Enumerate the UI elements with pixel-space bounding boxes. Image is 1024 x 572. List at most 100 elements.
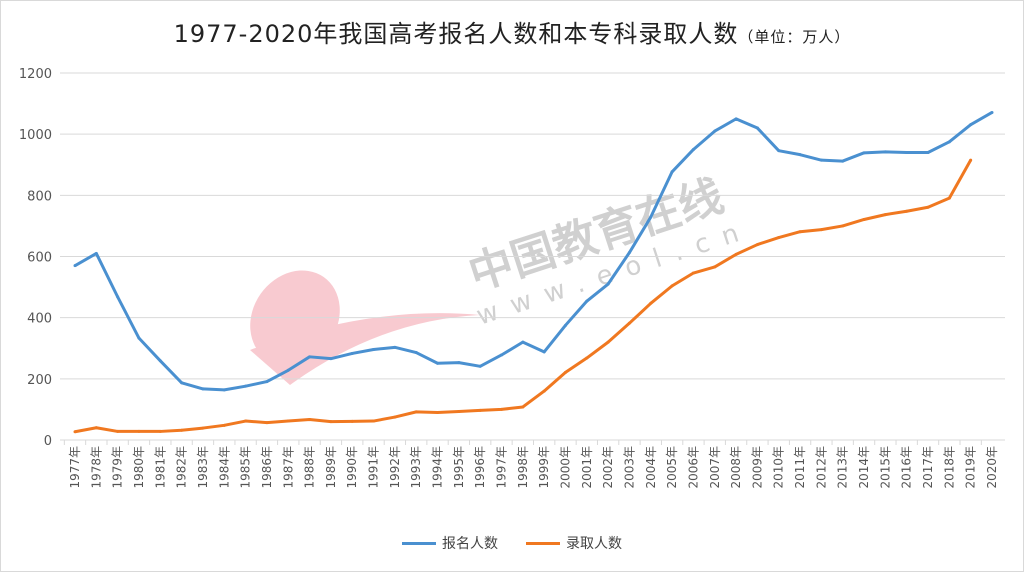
legend-swatch (526, 541, 560, 545)
x-tick-label: 1977年 (68, 446, 82, 489)
data-point (414, 410, 418, 414)
data-point (649, 215, 653, 219)
data-point (841, 224, 845, 228)
data-point (265, 380, 269, 384)
data-point (670, 284, 674, 288)
data-point (819, 158, 823, 162)
data-point (905, 151, 909, 155)
data-point (393, 345, 397, 349)
data-point (94, 251, 98, 255)
data-point (798, 153, 802, 157)
data-point (713, 129, 717, 133)
x-tick-label: 1994年 (431, 446, 445, 489)
x-tick-label: 1999年 (537, 446, 551, 489)
data-point (905, 209, 909, 213)
data-point (755, 243, 759, 247)
x-tick-label: 1988年 (303, 446, 317, 489)
data-point (542, 389, 546, 393)
data-point (585, 356, 589, 360)
data-point (158, 359, 162, 363)
data-point (606, 282, 610, 286)
data-point (734, 117, 738, 121)
x-tick-label: 1986年 (260, 446, 274, 489)
title-unit: （单位：万人） (738, 28, 851, 46)
data-point (222, 388, 226, 392)
legend-item-applicants[interactable]: 报名人数 (402, 533, 498, 553)
data-point (819, 228, 823, 232)
title-text: 1977-2020年我国高考报名人数和本专科录取人数 (173, 20, 739, 48)
x-tick-label: 1981年 (153, 446, 167, 489)
data-point (478, 364, 482, 368)
data-point (606, 340, 610, 344)
data-point (777, 149, 781, 153)
data-point (201, 387, 205, 391)
x-tick-label: 2009年 (750, 446, 764, 489)
data-point (862, 217, 866, 221)
data-point (350, 351, 354, 355)
data-point (329, 357, 333, 361)
x-tick-label: 2014年 (857, 446, 871, 489)
data-point (521, 340, 525, 344)
x-tick-label: 2013年 (836, 446, 850, 489)
series-line-applicants (74, 111, 993, 392)
x-tick-label: 2001年 (580, 446, 594, 489)
data-point (777, 236, 781, 240)
data-point (883, 150, 887, 154)
data-point (137, 336, 141, 340)
x-tick-label: 1979年 (111, 446, 125, 489)
x-tick-label: 2007年 (708, 446, 722, 489)
legend-item-admitted[interactable]: 录取人数 (526, 533, 622, 553)
data-point (222, 423, 226, 427)
data-point (691, 271, 695, 275)
data-point (841, 159, 845, 163)
data-point (372, 347, 376, 351)
x-tick-label: 1978年 (89, 446, 103, 489)
data-point (457, 410, 461, 414)
x-tick-label: 1985年 (239, 446, 253, 489)
data-point (286, 368, 290, 372)
x-tick-label: 2020年 (985, 446, 999, 489)
data-point (73, 264, 77, 268)
watermark: 中国教育在线 www.eol.cn (250, 170, 756, 385)
data-point (116, 295, 120, 299)
data-point (180, 428, 184, 432)
data-point (308, 418, 312, 422)
x-tick-label: 1984年 (217, 446, 231, 489)
x-tick-label: 1982年 (175, 446, 189, 489)
x-tick-label: 2011年 (793, 446, 807, 489)
y-tick-label: 200 (27, 373, 52, 388)
data-point (521, 405, 525, 409)
x-tick-label: 1990年 (345, 446, 359, 489)
legend-label: 报名人数 (442, 536, 498, 552)
x-tick-label: 1995年 (452, 446, 466, 489)
data-point (265, 421, 269, 425)
data-point (713, 265, 717, 269)
x-tick-label: 2015年 (878, 446, 892, 489)
data-point (862, 151, 866, 155)
data-point (286, 419, 290, 423)
x-tick-label: 2003年 (622, 446, 636, 489)
data-point (734, 252, 738, 256)
x-tick-label: 1991年 (367, 446, 381, 489)
data-point (947, 196, 951, 200)
data-point (627, 321, 631, 325)
data-point (990, 110, 994, 114)
data-point (926, 151, 930, 155)
x-tick-label: 1993年 (409, 446, 423, 489)
data-point (244, 419, 248, 423)
y-tick-label: 600 (27, 251, 52, 266)
data-point (414, 351, 418, 355)
data-point (457, 361, 461, 365)
x-tick-label: 1987年 (281, 446, 295, 489)
x-tick-label: 2019年 (964, 446, 978, 489)
data-point (926, 205, 930, 209)
data-point (116, 429, 120, 433)
data-point (500, 353, 504, 357)
x-tick-label: 2018年 (942, 446, 956, 489)
y-tick-label: 800 (27, 189, 52, 204)
data-point (137, 429, 141, 433)
data-point (180, 381, 184, 385)
x-tick-label: 2008年 (729, 446, 743, 489)
legend-swatch (402, 541, 436, 545)
